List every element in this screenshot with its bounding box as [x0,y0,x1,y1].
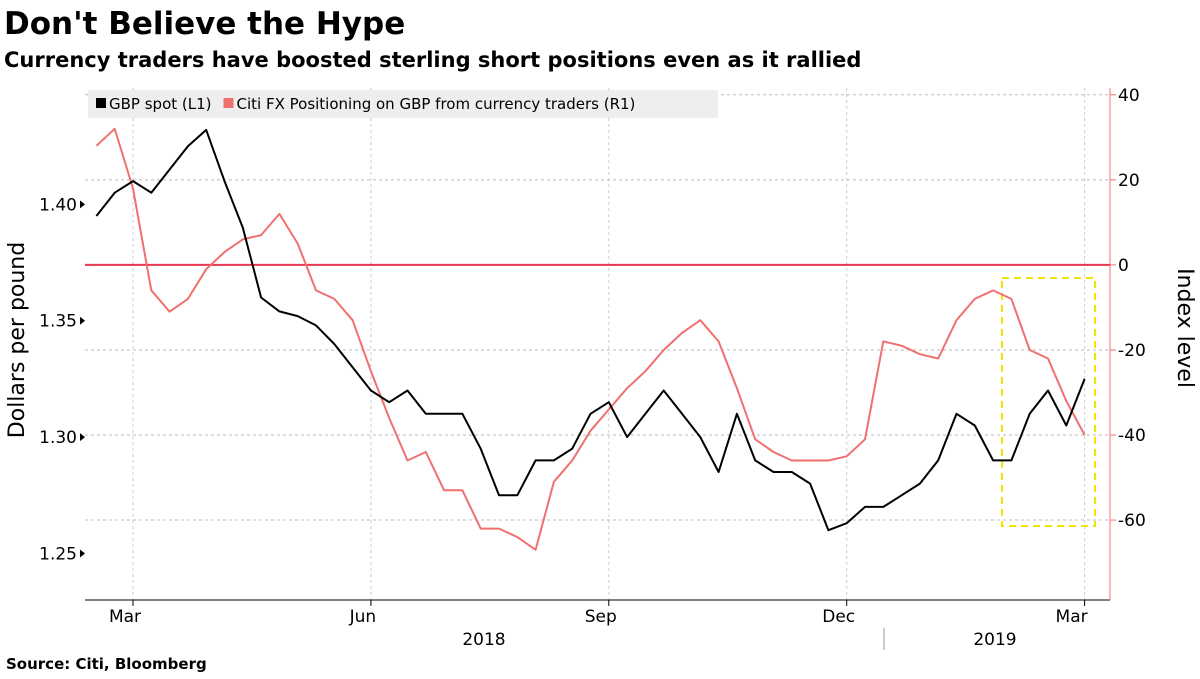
plot: -60 -40 -20 0 20 40 1.25 1.30 1.35 1.40 Mar Jun Sep D… [39,86,1146,650]
y2-tick-label: 20 [1118,171,1140,191]
legend-swatch [223,98,234,108]
y-tick [80,433,85,442]
x-tick-label: Jun [349,607,377,627]
y-tick-label: 1.25 [39,544,77,564]
y-tick [80,549,85,558]
chart-title: Don't Believe the Hype [4,6,405,42]
legend-box [88,90,718,118]
x-group-label: 2019 [973,630,1016,650]
chart-subtitle: Currency traders have boosted sterling s… [4,48,861,72]
y-tick-label: 1.30 [39,428,77,448]
y-tick [80,200,85,209]
x-tick-label: Mar [109,607,141,627]
x-tick-label: Sep [585,607,617,627]
legend-label: Citi FX Positioning on GBP from currency… [237,95,636,113]
x-tick-label: Mar [1056,607,1088,627]
y2-tick-label: 40 [1118,86,1140,106]
y2-tick-label: 0 [1118,256,1129,276]
legend-swatch [96,98,106,108]
y-tick [80,316,85,325]
y2-tick-label: -20 [1118,341,1146,361]
y2-tick-label: -60 [1118,511,1146,531]
series-line [95,127,1086,551]
x-tick-label: Dec [822,607,855,627]
source: Source: Citi, Bloomberg [6,655,207,673]
y-axis-label: Dollars per pound [5,242,30,438]
y2-axis-label: Index level [1172,268,1197,388]
y2-tick-label: -40 [1118,426,1146,446]
y-tick-label: 1.40 [39,195,77,215]
y-tick-label: 1.35 [39,312,77,332]
highlight-box [1001,277,1096,527]
series-line [95,128,1086,532]
legend-label: GBP spot (L1) [109,95,212,113]
x-group-label: 2018 [462,630,505,650]
